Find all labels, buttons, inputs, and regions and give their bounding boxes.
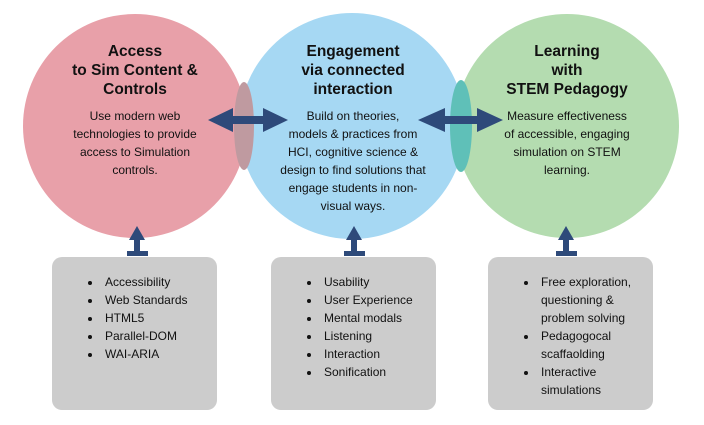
learning-title: Learning with STEM Pedagogy [506,43,628,98]
learning-circle [455,14,679,238]
list-item: Mental modals [321,309,436,327]
engagement-learning-arrow [418,108,503,132]
engagement-circle [239,13,465,239]
engagement-topics-list: Usability User Experience Mental modals … [271,273,436,381]
engagement-title: Engagement via connected interaction [301,43,405,98]
box-arrow-3 [556,226,577,256]
list-item: HTML5 [102,309,217,327]
list-item: Web Standards [102,291,217,309]
engagement-text: Engagement via connected interaction Bui… [262,42,444,215]
list-item: Interaction [321,345,436,363]
box-arrow-2 [344,226,365,256]
access-text: Access to Sim Content & Controls Use mod… [45,42,225,179]
access-engagement-arrow [208,108,288,132]
list-item: WAI-ARIA [102,345,217,363]
learning-topics-list: Free exploration, questioning & problem … [488,273,653,399]
access-title: Access to Sim Content & Controls [72,43,198,98]
learning-topics-box: Free exploration, questioning & problem … [488,257,653,410]
learning-description: Measure effectiveness of accessible, eng… [504,109,630,177]
engagement-learning-overlap-lens [450,80,472,172]
list-item: Usability [321,273,436,291]
engagement-description: Build on theories, models & practices fr… [280,109,426,213]
box-arrow-1 [127,226,148,256]
engagement-topics-box: Usability User Experience Mental modals … [271,257,436,410]
access-description: Use modern web technologies to provide a… [73,109,197,177]
list-item: Accessibility [102,273,217,291]
access-topics-box: Accessibility Web Standards HTML5 Parall… [52,257,217,410]
access-engagement-overlap-lens [234,82,254,170]
list-item: Parallel-DOM [102,327,217,345]
learning-text: Learning with STEM Pedagogy Measure effe… [477,42,657,179]
list-item: Free exploration, questioning & problem … [538,273,653,327]
access-circle [23,14,247,238]
list-item: Listening [321,327,436,345]
access-topics-list: Accessibility Web Standards HTML5 Parall… [52,273,217,363]
list-item: Interactive simulations [538,363,653,399]
list-item: Pedagogocal scaffaolding [538,327,653,363]
list-item: User Experience [321,291,436,309]
list-item: Sonification [321,363,436,381]
